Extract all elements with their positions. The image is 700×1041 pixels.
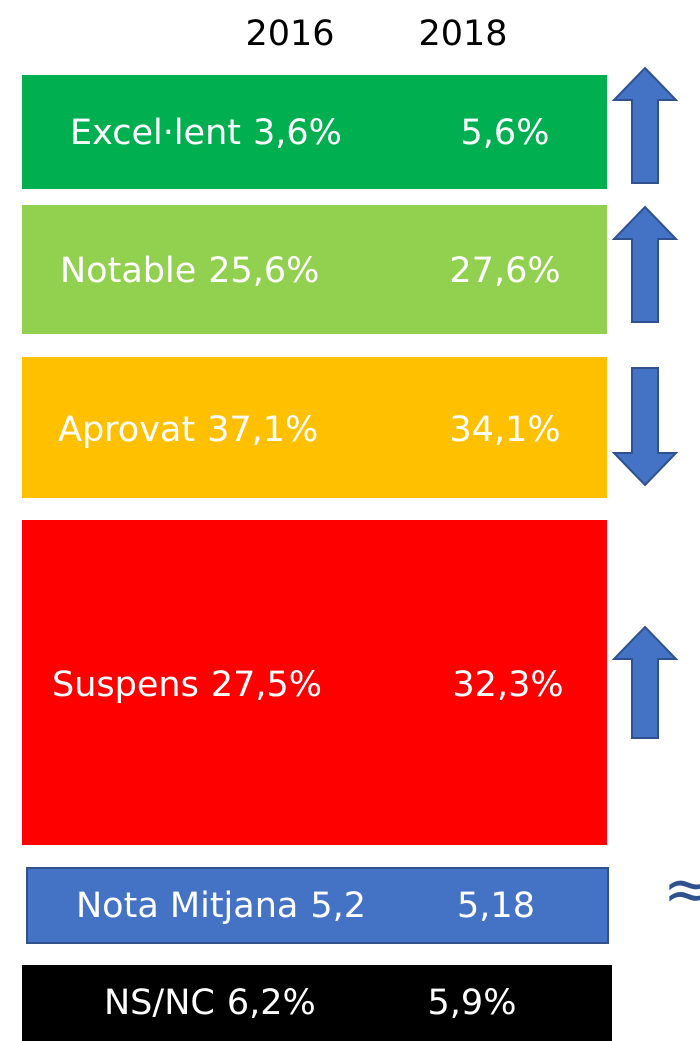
year-header: 2016: [245, 14, 334, 54]
category: Aprovat: [58, 410, 195, 450]
value-2016: 6,2%: [227, 983, 316, 1023]
value-2018: 32,3%: [452, 665, 563, 705]
category: Suspens: [52, 665, 199, 705]
row-label: Nota Mitjana 5,2: [76, 886, 366, 926]
box: [22, 75, 607, 189]
box: [26, 867, 609, 944]
year-header: 2018: [418, 14, 507, 54]
row-label: Aprovat 37,1%: [58, 410, 318, 450]
box: [22, 357, 607, 498]
value-2018: 5,18: [457, 886, 535, 926]
box: [22, 965, 612, 1041]
approx-sign: ≈: [663, 855, 700, 925]
arrow-down: [611, 367, 679, 487]
value-2016: 5,2: [310, 886, 366, 926]
category: Excel·lent: [70, 113, 241, 153]
value-2016: 25,6%: [208, 251, 319, 291]
value-2016: 3,6%: [253, 113, 342, 153]
category: Nota Mitjana: [76, 886, 298, 926]
value-2018: 5,9%: [428, 983, 517, 1023]
arrow-up: [611, 66, 679, 184]
value-2016: 27,5%: [211, 665, 322, 705]
arrow-up: [611, 625, 679, 739]
value-2016: 37,1%: [207, 410, 318, 450]
value-2018: 27,6%: [449, 251, 560, 291]
row-label: NS/NC 6,2%: [104, 983, 316, 1023]
value-2018: 34,1%: [449, 410, 560, 450]
category: NS/NC: [104, 983, 215, 1023]
row-label: Excel·lent 3,6%: [70, 113, 342, 153]
category: Notable: [60, 251, 196, 291]
arrow-up: [611, 205, 679, 323]
row-label: Notable 25,6%: [60, 251, 319, 291]
row-label: Suspens 27,5%: [52, 665, 322, 705]
box: [22, 205, 607, 334]
box: [22, 520, 607, 845]
value-2018: 5,6%: [461, 113, 550, 153]
